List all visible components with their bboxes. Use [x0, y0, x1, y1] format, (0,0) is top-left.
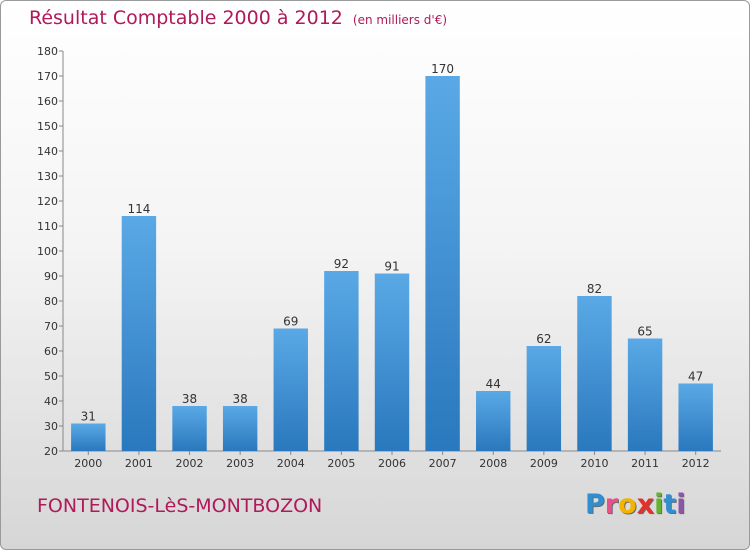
bar-2000: [71, 423, 106, 451]
value-label: 170: [431, 62, 454, 76]
x-tick-label: 2011: [631, 457, 659, 470]
y-tick-label: 180: [37, 45, 58, 58]
value-label: 38: [182, 392, 197, 406]
x-tick-label: 2007: [429, 457, 457, 470]
y-tick-label: 170: [37, 70, 58, 83]
chart-subtitle: (en milliers d'€): [352, 13, 448, 27]
value-label: 91: [384, 260, 399, 274]
x-tick-label: 2012: [682, 457, 710, 470]
bar-2009: [526, 346, 562, 451]
commune-name: FONTENOIS-LèS-MONTBOZON: [37, 495, 323, 517]
bar-2012: [678, 383, 713, 451]
x-tick-label: 2003: [226, 457, 254, 470]
value-label: 44: [486, 377, 501, 391]
y-tick-label: 150: [37, 120, 58, 133]
bar-2007: [425, 76, 460, 451]
logo-letter: x: [636, 489, 655, 520]
bars: [71, 76, 713, 451]
x-tick-label: 2006: [378, 457, 406, 470]
y-tick-label: 140: [37, 145, 58, 158]
bar-2003: [222, 406, 258, 451]
x-tick-label: 2010: [580, 457, 608, 470]
logo-letter: t: [663, 489, 677, 520]
chart-title-text: Résultat Comptable 2000 à 2012: [29, 7, 343, 29]
x-tick-label: 2001: [125, 457, 153, 470]
value-label: 31: [81, 410, 96, 424]
logo-letter: i: [676, 489, 686, 520]
value-label: 38: [233, 392, 248, 406]
logo-letter: i: [654, 489, 664, 520]
y-tick-label: 40: [44, 395, 58, 408]
value-label: 114: [127, 202, 150, 216]
bar-2008: [476, 391, 511, 451]
y-tick-label: 90: [44, 270, 58, 283]
logo-letter: r: [604, 489, 619, 520]
x-tick-label: 2005: [327, 457, 355, 470]
bar-2001: [121, 216, 157, 451]
value-label: 92: [334, 257, 349, 271]
value-label: 62: [536, 332, 551, 346]
logo-letter: P: [585, 489, 605, 520]
bar-2011: [627, 338, 663, 451]
bar-2002: [172, 406, 207, 451]
y-tick-label: 20: [44, 445, 58, 458]
x-tick-label: 2008: [479, 457, 507, 470]
y-tick-label: 120: [37, 195, 58, 208]
y-tick-label: 160: [37, 95, 58, 108]
x-tick-label: 2009: [530, 457, 558, 470]
value-label: 47: [688, 370, 703, 384]
y-axis: 20 30 40 50 60 70 80 90 100 110 120 130 140 150 160 170…: [37, 45, 64, 458]
y-tick-label: 60: [44, 345, 58, 358]
x-axis: 2000 2001 2002 2003 2004 2005 2006 2007 2008 2009…: [63, 450, 721, 470]
bar-2010: [577, 296, 612, 451]
chart-title: Résultat Comptable 2000 à 2012 (en millie…: [29, 7, 447, 29]
y-tick-label: 110: [37, 220, 58, 233]
x-tick-label: 2000: [74, 457, 102, 470]
y-tick-label: 100: [37, 245, 58, 258]
bar-2005: [324, 271, 359, 451]
value-labels: 31 114 38 38 69 92 91 170 44 62 82 65 47: [81, 62, 704, 424]
x-tick-label: 2002: [176, 457, 204, 470]
value-label: 65: [637, 325, 652, 339]
y-tick-label: 130: [37, 170, 58, 183]
value-label: 82: [587, 282, 602, 296]
bar-2006: [374, 273, 410, 451]
y-tick-label: 50: [44, 370, 58, 383]
bar-2004: [273, 328, 308, 451]
value-label: 69: [283, 315, 298, 329]
logo-letter: o: [618, 489, 637, 520]
y-tick-label: 80: [44, 295, 58, 308]
y-tick-label: 30: [44, 420, 58, 433]
x-tick-label: 2004: [277, 457, 305, 470]
y-tick-label: 70: [44, 320, 58, 333]
proxiti-logo[interactable]: Proxiti: [585, 489, 686, 520]
